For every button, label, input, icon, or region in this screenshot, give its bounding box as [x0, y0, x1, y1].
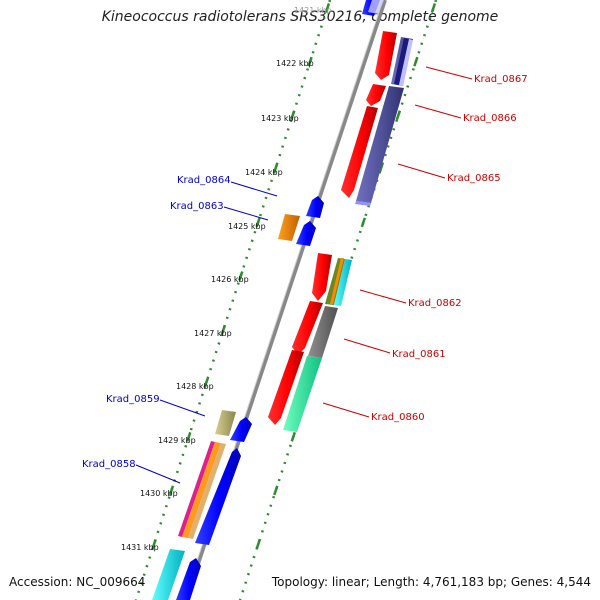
gene-krad-0866-edge — [355, 201, 371, 206]
gene-krad-0867-tail — [399, 39, 413, 86]
major-tick-left — [151, 539, 157, 549]
gene-krad-0861-gray[interactable] — [308, 306, 338, 358]
kbp-label: 1425 kbp — [228, 222, 266, 231]
major-tick-right — [273, 485, 279, 496]
gene-label-krad-0864[interactable]: Krad_0864 — [177, 175, 231, 186]
gene-krad-0861[interactable] — [292, 301, 323, 355]
major-tick-left — [168, 485, 175, 496]
reverse-genes — [268, 31, 413, 432]
gene-krad-0860[interactable] — [268, 350, 304, 425]
genome-info-text: Topology: linear; Length: 4,761,183 bp; … — [271, 575, 591, 589]
kbp-label: 1430 kbp — [140, 489, 178, 498]
gene-label-krad-0861[interactable]: Krad_0861 — [392, 349, 446, 360]
gene-partial-bottom-cyan[interactable] — [152, 549, 185, 600]
leader-line — [223, 206, 269, 221]
major-tick-right — [360, 217, 367, 228]
major-tick-left — [238, 271, 244, 281]
gene-krad-0864[interactable] — [306, 196, 324, 218]
kbp-label: 1431 kbp — [121, 543, 159, 552]
gene-krad-0858-orange[interactable] — [182, 442, 221, 538]
gene-label-krad-0858[interactable]: Krad_0858 — [82, 459, 136, 470]
major-tick-left — [272, 163, 279, 174]
gene-label-krad-0863[interactable]: Krad_0863 — [170, 201, 224, 212]
major-tick-left — [324, 3, 331, 13]
gene-krad-0859[interactable] — [215, 410, 236, 436]
gene-krad-0862-orange — [330, 258, 344, 304]
kbp-label: 1423 kbp — [261, 114, 299, 123]
accession-text: Accession: NC_009664 — [9, 575, 146, 589]
leader-line — [230, 181, 278, 197]
forward-gene-labels: Krad_0864 Krad_0863 Krad_0859 Krad_0858 — [82, 175, 278, 484]
leader-line — [159, 399, 206, 417]
major-tick-right — [290, 431, 296, 442]
gene-krad-0863-b[interactable] — [296, 221, 316, 246]
major-tick-right — [395, 110, 402, 121]
leader-line — [359, 289, 407, 304]
leader-line — [425, 66, 473, 80]
major-tick-right — [430, 3, 437, 13]
gene-krad-0867-stripe — [394, 38, 409, 85]
major-tick-left — [220, 324, 227, 335]
kbp-label: 1429 kbp — [158, 436, 196, 445]
kbp-label: 1427 kbp — [194, 329, 232, 338]
gene-krad-0866-b[interactable] — [356, 86, 404, 203]
major-tick-left — [203, 378, 209, 389]
gene-krad-0862[interactable] — [312, 253, 332, 301]
major-tick-left — [290, 110, 296, 121]
forward-genes — [152, 196, 324, 600]
gene-krad-0863[interactable] — [278, 214, 300, 241]
leader-line — [414, 104, 462, 119]
gene-krad-0862-cyan[interactable] — [334, 259, 352, 306]
kbp-labels: 1421 kbp 1422 kbp 1423 kbp 1424 kbp 1425… — [121, 6, 332, 552]
kbp-label: 1421 kbp — [294, 6, 332, 15]
kbp-label: 1428 kbp — [176, 382, 214, 391]
gene-label-krad-0865[interactable]: Krad_0865 — [447, 173, 501, 184]
gene-label-krad-0862[interactable]: Krad_0862 — [408, 298, 462, 309]
gene-partial-top-pale[interactable] — [368, 0, 384, 14]
gene-label-krad-0859[interactable]: Krad_0859 — [106, 394, 160, 405]
kbp-label: 1424 kbp — [245, 168, 283, 177]
leader-line — [343, 338, 391, 354]
gene-krad-0859-b[interactable] — [230, 417, 252, 442]
major-tick-left — [307, 56, 313, 67]
major-tick-left — [186, 431, 192, 442]
kbp-label: 1426 kbp — [211, 275, 249, 284]
leader-line — [322, 402, 370, 418]
map-title: Kineococcus radiotolerans SRS30216, comp… — [101, 9, 499, 25]
tick-track-left — [134, 0, 332, 600]
leader-line — [135, 464, 181, 484]
kbp-label: 1422 kbp — [276, 59, 314, 68]
gene-krad-0865[interactable] — [341, 106, 378, 198]
gene-label-krad-0866[interactable]: Krad_0866 — [463, 113, 517, 124]
major-tick-left — [255, 217, 261, 228]
gene-krad-0858-tan[interactable] — [188, 443, 226, 539]
gene-label-krad-0867[interactable]: Krad_0867 — [474, 74, 528, 85]
gene-krad-0860-teal[interactable] — [283, 356, 322, 432]
reverse-gene-labels: Krad_0867 Krad_0866 Krad_0865 Krad_0862 … — [322, 66, 528, 423]
gene-partial-bottom-blue[interactable] — [176, 558, 201, 600]
gene-krad-0858-blue[interactable] — [195, 448, 241, 545]
major-tick-right — [413, 56, 419, 67]
gene-krad-0858-magenta[interactable] — [178, 441, 215, 537]
leader-line — [397, 163, 446, 179]
gene-krad-0867[interactable] — [375, 31, 397, 80]
major-tick-right — [255, 539, 261, 549]
gene-krad-0866[interactable] — [366, 84, 386, 106]
gene-label-krad-0860[interactable]: Krad_0860 — [371, 412, 425, 423]
